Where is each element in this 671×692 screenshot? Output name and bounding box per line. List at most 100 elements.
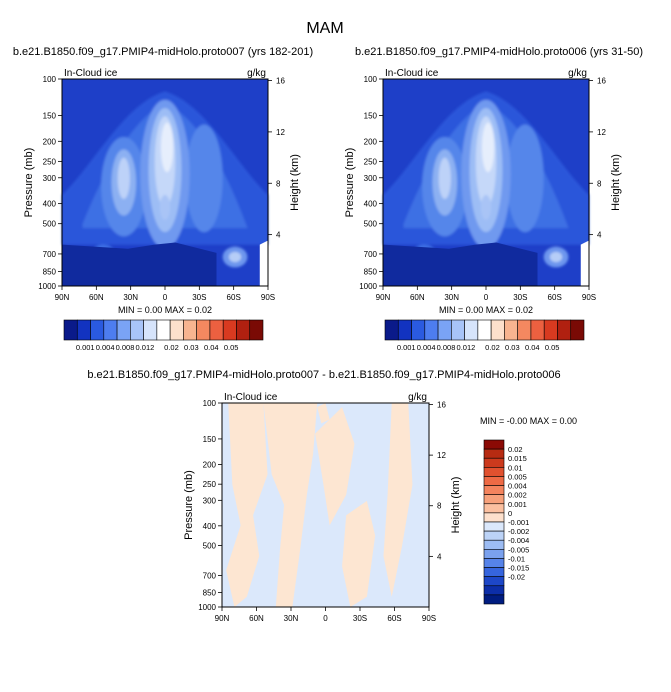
y-right-tick-label: 16 — [276, 77, 285, 86]
y-tick-label: 250 — [364, 157, 378, 166]
y-tick-label: 100 — [364, 75, 378, 84]
panel-title: b.e21.B1850.f09_g17.PMIP4-midHolo.proto0… — [13, 46, 313, 58]
colorbar-label: 0.04 — [525, 343, 540, 352]
y-right-tick-label: 16 — [597, 77, 606, 86]
x-tick-label: 90N — [376, 293, 391, 302]
x-tick-label: 30N — [444, 293, 459, 302]
colorbar-label: 0.05 — [545, 343, 560, 352]
colorbar-box — [483, 549, 505, 559]
y-tick-label: 250 — [43, 157, 57, 166]
contour-region — [383, 403, 413, 597]
y-tick-label: 1000 — [359, 282, 377, 291]
colorbar-box — [517, 319, 532, 341]
y-right-axis-label: Height (km) — [450, 477, 462, 534]
y-tick-label: 1000 — [198, 603, 216, 612]
colorbar-label: 0.001 — [76, 343, 95, 352]
panel-title: b.e21.B1850.f09_g17.PMIP4-midHolo.proto0… — [355, 46, 643, 58]
y-right-tick-label: 12 — [597, 128, 606, 137]
colorbar-box — [483, 576, 505, 587]
colorbar-box — [183, 319, 197, 341]
variable-label: In-Cloud ice — [224, 392, 278, 403]
y-tick-label: 700 — [203, 571, 217, 580]
y-tick-label: 200 — [43, 137, 57, 146]
contour-level — [228, 251, 242, 263]
y-tick-label: 500 — [364, 220, 378, 229]
colorbar-label: 0.004 — [508, 482, 527, 491]
min-max-label: MIN = 0.00 MAX = 0.02 — [118, 305, 212, 315]
y-axis-label: Pressure (mb) — [344, 148, 356, 218]
min-max-label: MIN = 0.00 MAX = 0.02 — [439, 305, 533, 315]
y-right-tick-label: 4 — [597, 231, 602, 240]
colorbar-label: 0.001 — [397, 343, 416, 352]
x-tick-label: 90S — [422, 614, 436, 623]
colorbar-label: 0.015 — [508, 454, 527, 463]
y-axis-label: Pressure (mb) — [23, 148, 35, 218]
y-tick-label: 1000 — [38, 282, 56, 291]
colorbar-label: 0.008 — [116, 343, 135, 352]
y-tick-label: 500 — [43, 220, 57, 229]
colorbar-box — [249, 319, 264, 341]
y-tick-label: 150 — [203, 435, 217, 444]
colorbar-box — [483, 467, 505, 477]
colorbar-box — [424, 319, 439, 341]
colorbar-box — [490, 319, 505, 341]
variable-label: In-Cloud ice — [64, 68, 118, 79]
colorbar-label: 0.02 — [485, 343, 500, 352]
colorbar-box — [483, 476, 505, 486]
y-right-tick-label: 8 — [597, 179, 602, 188]
panel-proto006: b.e21.B1850.f09_g17.PMIP4-midHolo.proto0… — [344, 46, 643, 352]
colorbar-label: 0.002 — [508, 491, 527, 500]
colorbar-box — [543, 319, 558, 341]
colorbar-box — [557, 319, 572, 341]
colorbar-box — [143, 319, 158, 341]
contour-region — [315, 407, 355, 526]
colorbar-label: 0.005 — [508, 472, 527, 481]
panel-difference: b.e21.B1850.f09_g17.PMIP4-midHolo.proto0… — [87, 369, 577, 623]
x-tick-label: 60N — [249, 614, 264, 623]
y-tick-label: 500 — [203, 542, 217, 551]
colorbar-label: 0.02 — [508, 445, 523, 454]
colorbar-box — [483, 530, 505, 541]
colorbar-box — [169, 319, 184, 341]
colorbar-box — [116, 319, 131, 341]
contour-region — [226, 403, 268, 607]
x-tick-label: 30N — [284, 614, 299, 623]
field-contours — [383, 91, 589, 268]
y-tick-label: 100 — [203, 399, 217, 408]
y-tick-label: 200 — [364, 137, 378, 146]
y-right-axis-label: Height (km) — [610, 154, 622, 211]
colorbar-box — [90, 319, 105, 341]
colorbar-label: 0.004 — [96, 343, 115, 352]
colorbar-box — [196, 319, 211, 341]
contour-level — [549, 251, 563, 263]
y-tick-label: 300 — [203, 496, 217, 505]
colorbar-label: 0.03 — [184, 343, 199, 352]
colorbar-box — [483, 439, 505, 450]
colorbar-label: 0.012 — [457, 343, 476, 352]
colorbar-label: 0.004 — [417, 343, 436, 352]
colorbar-box — [103, 319, 118, 341]
colorbar-box — [483, 521, 505, 532]
x-tick-label: 0 — [323, 614, 328, 623]
contour-region — [342, 500, 376, 607]
colorbar-label: -0.004 — [508, 536, 529, 545]
y-right-tick-label: 8 — [276, 179, 281, 188]
colorbar-label: 0.03 — [505, 343, 520, 352]
colorbar-box — [63, 319, 78, 341]
x-tick-label: 90S — [261, 293, 275, 302]
colorbar-box — [76, 319, 91, 341]
units-label: g/kg — [408, 392, 427, 403]
colorbar-box — [483, 585, 505, 596]
x-tick-label: 0 — [484, 293, 489, 302]
colorbar-box — [483, 512, 505, 523]
field-contours — [62, 91, 268, 268]
colorbar-box — [384, 319, 399, 341]
x-tick-label: 60S — [387, 614, 401, 623]
colorbar-label: 0.04 — [204, 343, 219, 352]
colorbar-label: 0.05 — [224, 343, 239, 352]
colorbar-box — [209, 319, 224, 341]
x-tick-label: 60N — [89, 293, 104, 302]
y-tick-label: 700 — [43, 250, 57, 259]
contour-region — [317, 403, 330, 424]
